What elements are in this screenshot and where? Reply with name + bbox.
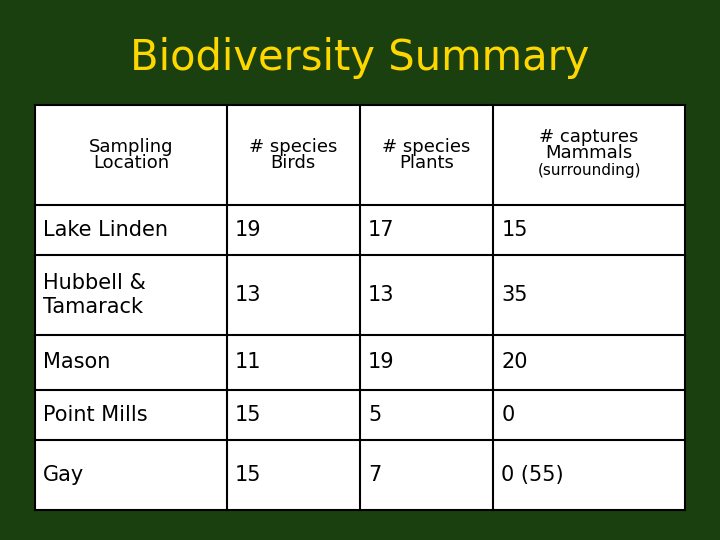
Text: # species: # species — [382, 138, 471, 156]
Text: Birds: Birds — [271, 154, 316, 172]
Text: 11: 11 — [235, 353, 261, 373]
Text: 15: 15 — [235, 465, 261, 485]
Text: 13: 13 — [368, 285, 395, 305]
Text: 13: 13 — [235, 285, 261, 305]
Text: Sampling: Sampling — [89, 138, 173, 156]
Text: Gay: Gay — [43, 465, 84, 485]
Text: 5: 5 — [368, 405, 382, 425]
Text: # captures: # captures — [539, 128, 639, 146]
Text: 20: 20 — [501, 353, 528, 373]
Text: Hubbell &
Tamarack: Hubbell & Tamarack — [43, 273, 146, 316]
Text: (surrounding): (surrounding) — [537, 164, 641, 179]
Text: 19: 19 — [368, 353, 395, 373]
Text: 19: 19 — [235, 220, 261, 240]
Text: # species: # species — [249, 138, 338, 156]
Text: 7: 7 — [368, 465, 382, 485]
Text: 17: 17 — [368, 220, 395, 240]
Text: Lake Linden: Lake Linden — [43, 220, 168, 240]
Text: Point Mills: Point Mills — [43, 405, 148, 425]
Text: Location: Location — [93, 154, 169, 172]
Text: 15: 15 — [235, 405, 261, 425]
Text: Biodiversity Summary: Biodiversity Summary — [130, 37, 590, 79]
Bar — [35, 105, 685, 510]
Text: 0 (55): 0 (55) — [501, 465, 564, 485]
Text: Mammals: Mammals — [546, 144, 633, 162]
Text: 15: 15 — [501, 220, 528, 240]
Text: 0: 0 — [501, 405, 515, 425]
Text: Plants: Plants — [399, 154, 454, 172]
Text: 35: 35 — [501, 285, 528, 305]
Text: Mason: Mason — [43, 353, 110, 373]
